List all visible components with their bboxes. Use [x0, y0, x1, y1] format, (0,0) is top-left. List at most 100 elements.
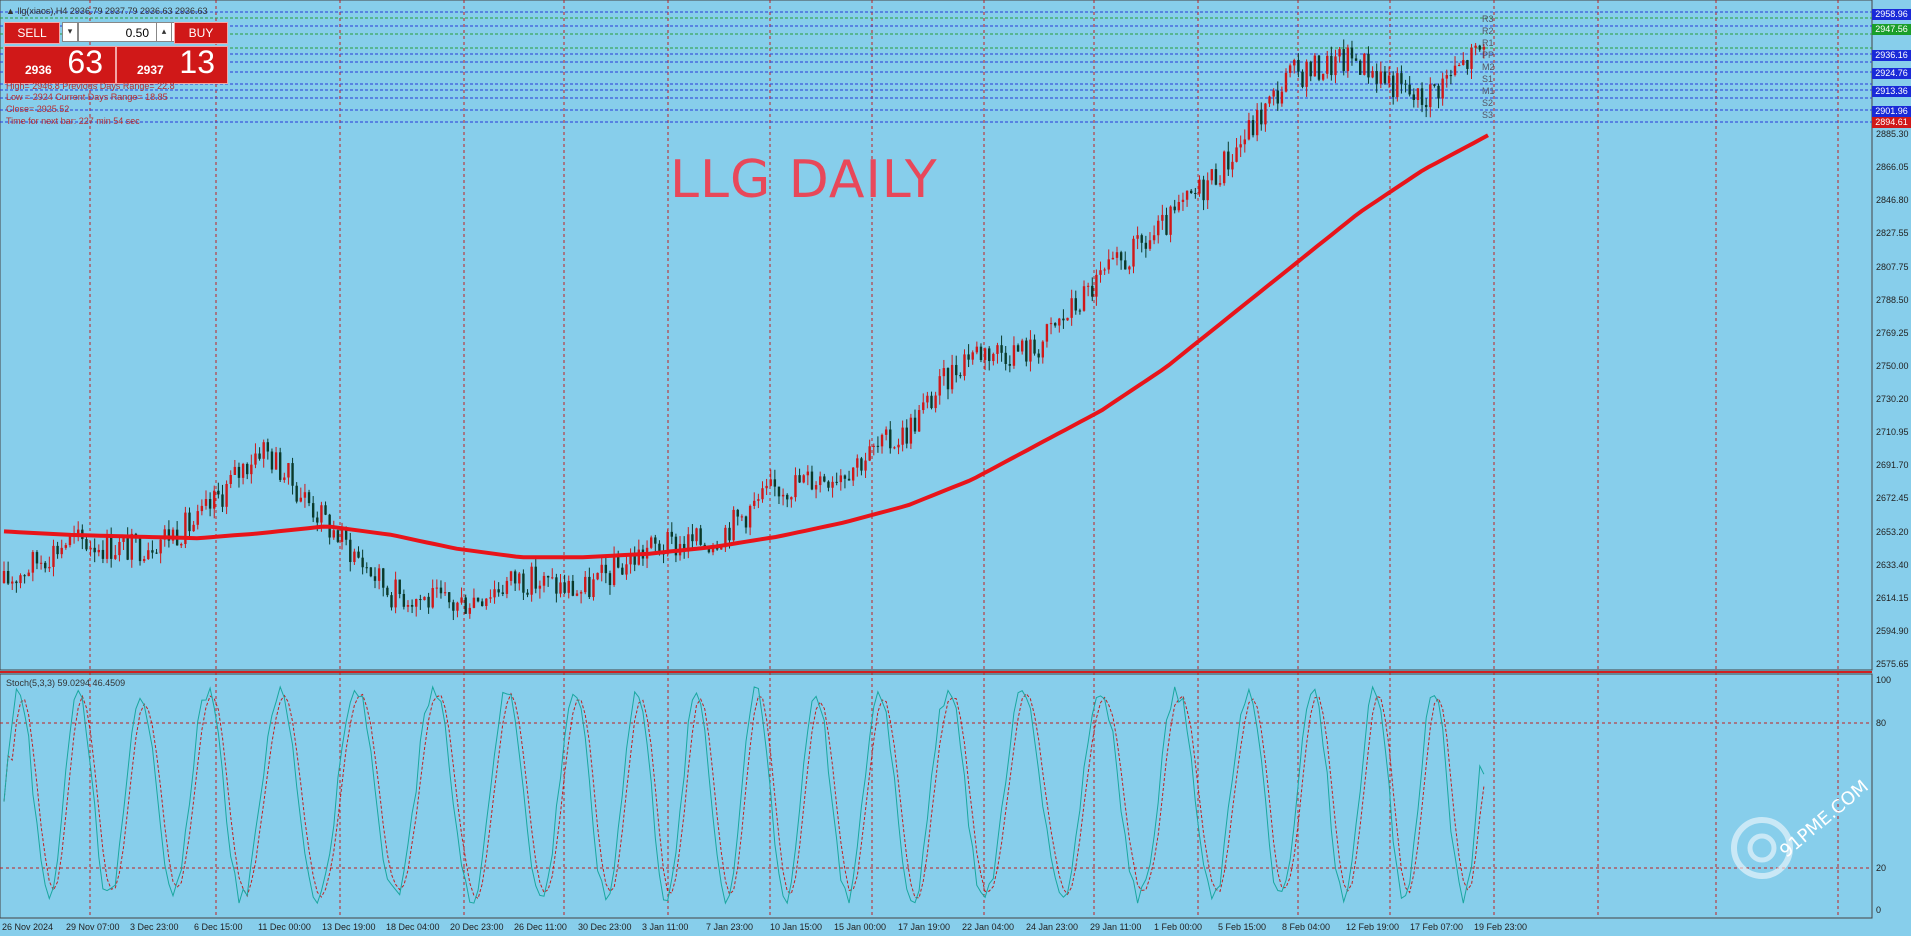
- candle-body: [1169, 206, 1172, 235]
- candle-body: [720, 547, 723, 550]
- candle-body: [567, 580, 570, 593]
- time-axis-tick: 7 Jan 23:00: [706, 922, 754, 932]
- candle-body: [85, 539, 88, 550]
- candle-body: [262, 442, 265, 459]
- candle-body: [571, 580, 575, 596]
- candle-body: [369, 567, 373, 577]
- candle-body: [332, 530, 335, 538]
- candle-body: [831, 481, 834, 488]
- candle-body: [851, 467, 855, 481]
- candle-body: [1466, 60, 1469, 69]
- candle-body: [1441, 78, 1444, 99]
- candle-body: [476, 597, 480, 602]
- candle-body: [637, 549, 641, 565]
- price-level-badge: 2958.96: [1872, 9, 1911, 20]
- candle-body: [1000, 345, 1003, 353]
- candle-body: [353, 551, 356, 563]
- candle-body: [530, 566, 533, 595]
- candle-body: [617, 556, 620, 568]
- candle-body: [1206, 180, 1209, 201]
- candle-body: [1181, 199, 1185, 202]
- candle-body: [649, 537, 653, 548]
- candle-body: [377, 568, 381, 581]
- candle-body: [1474, 45, 1477, 48]
- candle-body: [1033, 339, 1036, 354]
- candle-body: [584, 576, 587, 593]
- bid-price-box[interactable]: 2936 63: [4, 44, 116, 84]
- candle-body: [983, 348, 987, 360]
- candle-body: [435, 587, 439, 589]
- candle-body: [917, 410, 921, 432]
- pivot-label: S1: [1482, 74, 1494, 84]
- candle-body: [612, 556, 616, 586]
- candle-body: [1383, 71, 1387, 84]
- candle-body: [1202, 179, 1205, 201]
- candle-body: [452, 602, 455, 611]
- candle-body: [1280, 91, 1284, 104]
- pivot-label: M2: [1482, 62, 1495, 72]
- close-info: Close= 2925.52: [6, 104, 70, 114]
- time-axis-tick: 18 Dec 04:00: [386, 922, 440, 932]
- ask-price-box[interactable]: 2937 13: [116, 44, 228, 84]
- candle-body: [1058, 318, 1061, 326]
- candle-body: [456, 602, 459, 611]
- candle-body: [1008, 363, 1012, 366]
- candle-body: [876, 445, 880, 447]
- candle-body: [1420, 88, 1424, 105]
- time-axis-tick: 17 Feb 07:00: [1410, 922, 1464, 932]
- candle-body: [1115, 252, 1119, 258]
- bar-timer-info: Time for next bar: 227 min 54 sec: [6, 116, 140, 126]
- candle-body: [810, 471, 814, 490]
- day-range-info: Low = 2924 Current Days Range= 18.85: [6, 92, 168, 102]
- candle-body: [880, 434, 884, 447]
- candle-body: [184, 512, 187, 545]
- candle-body: [744, 516, 748, 528]
- candle-body: [1387, 75, 1391, 84]
- lot-size-input[interactable]: 0.50: [78, 22, 176, 42]
- lot-decrease-button[interactable]: ▾: [62, 22, 78, 42]
- candle-body: [1016, 345, 1020, 352]
- candle-body: [1462, 60, 1465, 65]
- candle-body: [217, 490, 220, 495]
- candle-body: [695, 528, 698, 542]
- lot-increase-button[interactable]: ▴: [156, 22, 172, 42]
- candle-body: [1161, 214, 1164, 221]
- candle-body: [794, 475, 797, 498]
- candle-body: [192, 524, 195, 532]
- candle-body: [654, 537, 657, 544]
- candle-body: [864, 460, 867, 471]
- candle-body: [901, 427, 904, 445]
- candle-body: [233, 466, 237, 475]
- buy-button[interactable]: BUY: [174, 22, 228, 44]
- candle-body: [819, 476, 822, 486]
- candle-body: [835, 481, 838, 483]
- pivot-label: R1: [1482, 38, 1494, 48]
- candle-body: [1321, 73, 1325, 80]
- price-level-badge: 2913.36: [1872, 86, 1911, 97]
- candle-body: [893, 447, 896, 449]
- sell-button[interactable]: SELL: [4, 22, 60, 44]
- candle-body: [138, 538, 142, 562]
- pivot-label: S3: [1482, 110, 1494, 120]
- candle-body: [1416, 88, 1420, 100]
- candle-body: [1198, 179, 1201, 194]
- candle-body: [975, 346, 979, 353]
- candle-body: [802, 475, 805, 483]
- candle-body: [497, 589, 500, 593]
- candle-body: [1235, 147, 1238, 162]
- candle-body: [295, 485, 298, 502]
- candle-body: [1272, 90, 1275, 97]
- candle-body: [509, 571, 513, 581]
- candle-body: [575, 593, 579, 596]
- candle-body: [114, 555, 117, 559]
- candle-body: [19, 575, 22, 584]
- ask-price-pips: 13: [179, 44, 215, 80]
- candle-body: [955, 364, 958, 376]
- candle-body: [1247, 120, 1251, 140]
- chart-title: LLG DAILY: [670, 150, 938, 210]
- candle-body: [31, 552, 35, 573]
- candle-body: [1066, 317, 1069, 321]
- time-axis-tick: 17 Jan 19:00: [898, 922, 951, 932]
